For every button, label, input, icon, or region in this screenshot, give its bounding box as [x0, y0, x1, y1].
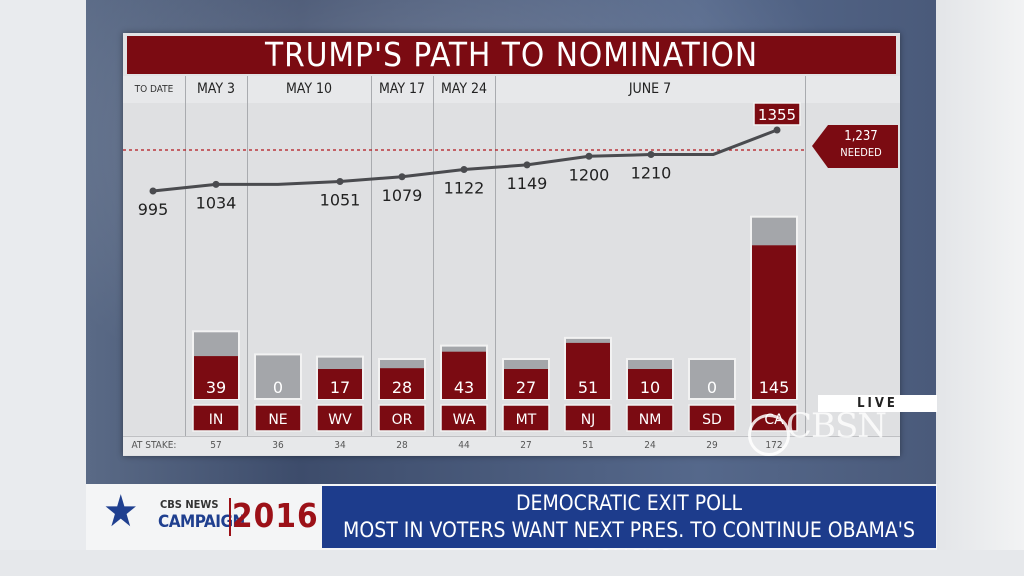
- won-bar: [380, 368, 424, 399]
- stake-value: 24: [644, 440, 656, 451]
- news-ticker: DEMOCRATIC EXIT POLL MOST IN VOTERS WANT…: [322, 486, 936, 570]
- won-bar: [752, 245, 796, 399]
- stake-value: 27: [520, 440, 532, 451]
- cumulative-label: 1200: [569, 165, 610, 184]
- won-bar: [442, 351, 486, 399]
- won-value-label: 28: [392, 378, 412, 397]
- date-header: MAY 3: [196, 81, 236, 97]
- needed-value: 1,237: [844, 129, 878, 144]
- state-tag: [502, 404, 550, 432]
- cumulative-label: 1355: [758, 106, 796, 124]
- state-tag: [254, 404, 302, 432]
- cumulative-label: 1149: [507, 174, 548, 193]
- state-tag: [192, 404, 240, 432]
- state-tag: [316, 404, 364, 432]
- stake-bar: [688, 358, 736, 400]
- cbsn-watermark: CBSN: [786, 406, 887, 446]
- bottom-strip: [0, 550, 1024, 576]
- logo-separator: [229, 498, 231, 536]
- star-icon: ★: [103, 486, 139, 537]
- won-value-label: 145: [759, 378, 790, 397]
- state-tag: [688, 404, 736, 432]
- cumulative-label: 1122: [444, 178, 485, 197]
- state-label: WA: [453, 412, 476, 428]
- state-label: NE: [268, 412, 287, 428]
- column-divider: [247, 76, 248, 454]
- needed-marker: [812, 125, 898, 168]
- campaign-year: 2016: [232, 496, 319, 535]
- cbs-eye-icon: [748, 414, 790, 456]
- state-tag: [626, 404, 674, 432]
- stake-value: 34: [334, 440, 346, 451]
- column-divider: [185, 76, 186, 454]
- cumulative-point: [212, 180, 220, 188]
- won-bar: [628, 369, 672, 399]
- cumulative-point: [336, 178, 344, 186]
- column-divider: [371, 76, 372, 454]
- cumulative-label: 995: [138, 200, 169, 219]
- column-divider: [805, 76, 806, 454]
- needed-arrow: [812, 125, 898, 168]
- won-bar: [194, 356, 238, 399]
- state-tag: [440, 404, 488, 432]
- won-value-label: 39: [206, 378, 226, 397]
- cumulative-point: [773, 126, 781, 134]
- won-value-label: 0: [707, 378, 717, 397]
- won-bar: [318, 369, 362, 399]
- state-label: WV: [328, 412, 352, 428]
- state-label: SD: [702, 412, 722, 428]
- ticker-headline: DEMOCRATIC EXIT POLL: [516, 491, 742, 515]
- cumulative-point: [585, 152, 593, 160]
- cumulative-point: [149, 187, 157, 195]
- cumulative-label: 1051: [320, 191, 361, 210]
- won-value-label: 43: [454, 378, 474, 397]
- state-label: NJ: [581, 412, 596, 428]
- campaign-logo: [86, 484, 320, 550]
- state-label: NM: [639, 412, 662, 428]
- at-stake-label: AT STAKE:: [131, 440, 177, 451]
- date-header: JUNE 7: [628, 81, 672, 97]
- to-date-label: TO DATE: [134, 84, 174, 95]
- cbs-news-logo: CBS NEWS: [160, 498, 219, 511]
- stake-value: 57: [210, 440, 222, 451]
- date-header: MAY 24: [440, 81, 488, 97]
- cumulative-label: 1034: [196, 193, 237, 212]
- cumulative-label: 1079: [382, 186, 423, 205]
- live-badge: LIVE: [818, 395, 937, 412]
- date-header: MAY 10: [285, 81, 333, 97]
- cumulative-point: [523, 161, 531, 169]
- column-divider: [495, 76, 496, 454]
- chart-title: TRUMP'S PATH TO NOMINATION: [127, 36, 896, 74]
- stake-value: 29: [706, 440, 718, 451]
- stake-value: 28: [396, 440, 408, 451]
- column-divider: [433, 76, 434, 454]
- won-value-label: 0: [273, 378, 283, 397]
- won-value-label: 27: [516, 378, 536, 397]
- needed-word: NEEDED: [840, 146, 882, 159]
- cumulative-point: [647, 151, 655, 159]
- won-value-label: 17: [330, 378, 350, 397]
- needed-label: 1,237 NEEDED: [826, 129, 896, 161]
- ticker-subline: MOST IN VOTERS WANT NEXT PRES. TO CONTIN…: [343, 518, 915, 570]
- won-value-label: 51: [578, 378, 598, 397]
- state-tag: [564, 404, 612, 432]
- state-label: OR: [392, 412, 413, 428]
- state-label: IN: [209, 412, 224, 428]
- won-bar: [504, 369, 548, 399]
- final-total-box: [753, 102, 801, 126]
- stake-value: 36: [272, 440, 284, 451]
- cumulative-label: 1210: [631, 164, 672, 183]
- stake-value: 44: [458, 440, 470, 451]
- stake-bar: [254, 353, 302, 400]
- won-bar: [566, 342, 610, 399]
- state-label: MT: [516, 412, 537, 428]
- date-header: MAY 17: [378, 81, 426, 97]
- cumulative-point: [460, 165, 468, 173]
- won-value-label: 10: [640, 378, 660, 397]
- stake-value: 51: [582, 440, 594, 451]
- campaign-wordmark: CAMPAIGN: [158, 512, 245, 532]
- state-tag: [378, 404, 426, 432]
- cumulative-point: [398, 173, 406, 181]
